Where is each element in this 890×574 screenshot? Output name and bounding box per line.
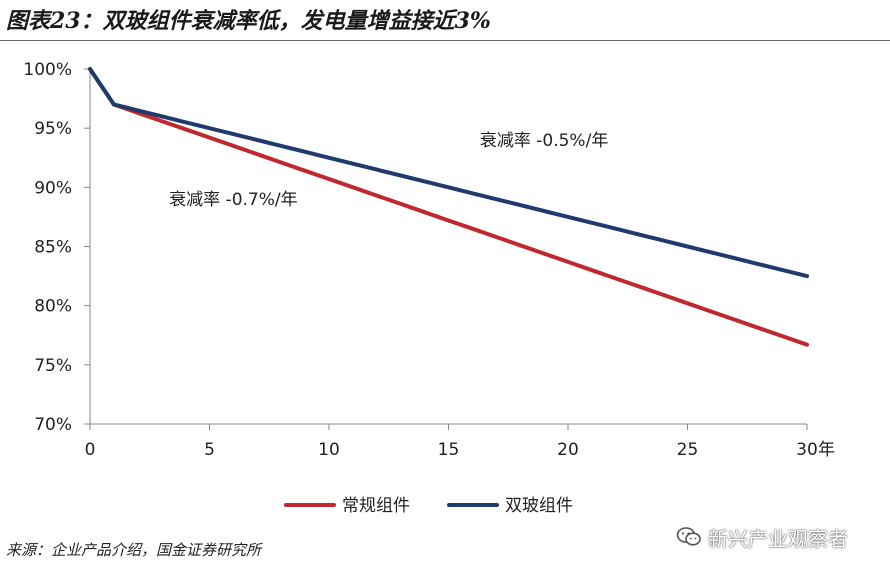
x-tick-label: 10 (318, 440, 340, 460)
y-tick-label: 100% (23, 60, 72, 80)
annotation-label: 衰减率 -0.7%/年 (169, 190, 297, 210)
y-tick-label: 80% (34, 297, 72, 317)
x-tick-label: 5 (204, 440, 215, 460)
x-tick-label: 20 (557, 440, 579, 460)
watermark-text: 新兴产业观察者 (708, 526, 848, 551)
watermark: 新兴产业观察者 (676, 522, 848, 552)
x-tick-label: 25 (677, 440, 699, 460)
annotation-label: 衰减率 -0.5%/年 (480, 131, 608, 151)
x-tick-label: 30 (796, 440, 818, 460)
figure-title: 图表23：双玻组件衰减率低，发电量增益接近3% (6, 8, 491, 34)
title-divider (0, 40, 890, 41)
series-line-2 (88, 67, 809, 279)
series-line-1 (88, 67, 809, 347)
x-unit-label: 年 (818, 440, 835, 460)
y-tick-label: 70% (34, 415, 72, 435)
wechat-icon (676, 527, 701, 546)
legend-label: 双玻组件 (505, 496, 573, 516)
y-tick-label: 90% (34, 178, 72, 198)
y-tick-label: 85% (34, 238, 72, 258)
source-note: 来源：企业产品介绍，国金证券研究所 (6, 541, 262, 559)
x-tick-label: 15 (438, 440, 460, 460)
chart-axes: 70% 75% 80% 85% 90% 95% 100% 0 5 10 15 20 25 30 年 (23, 60, 835, 460)
x-tick-label: 0 (85, 440, 96, 460)
chart-legend: 常规组件 双玻组件 (284, 496, 573, 516)
y-tick-label: 95% (34, 119, 72, 139)
chart-series (88, 67, 809, 347)
y-tick-label: 75% (34, 356, 72, 376)
legend-label: 常规组件 (342, 496, 410, 516)
